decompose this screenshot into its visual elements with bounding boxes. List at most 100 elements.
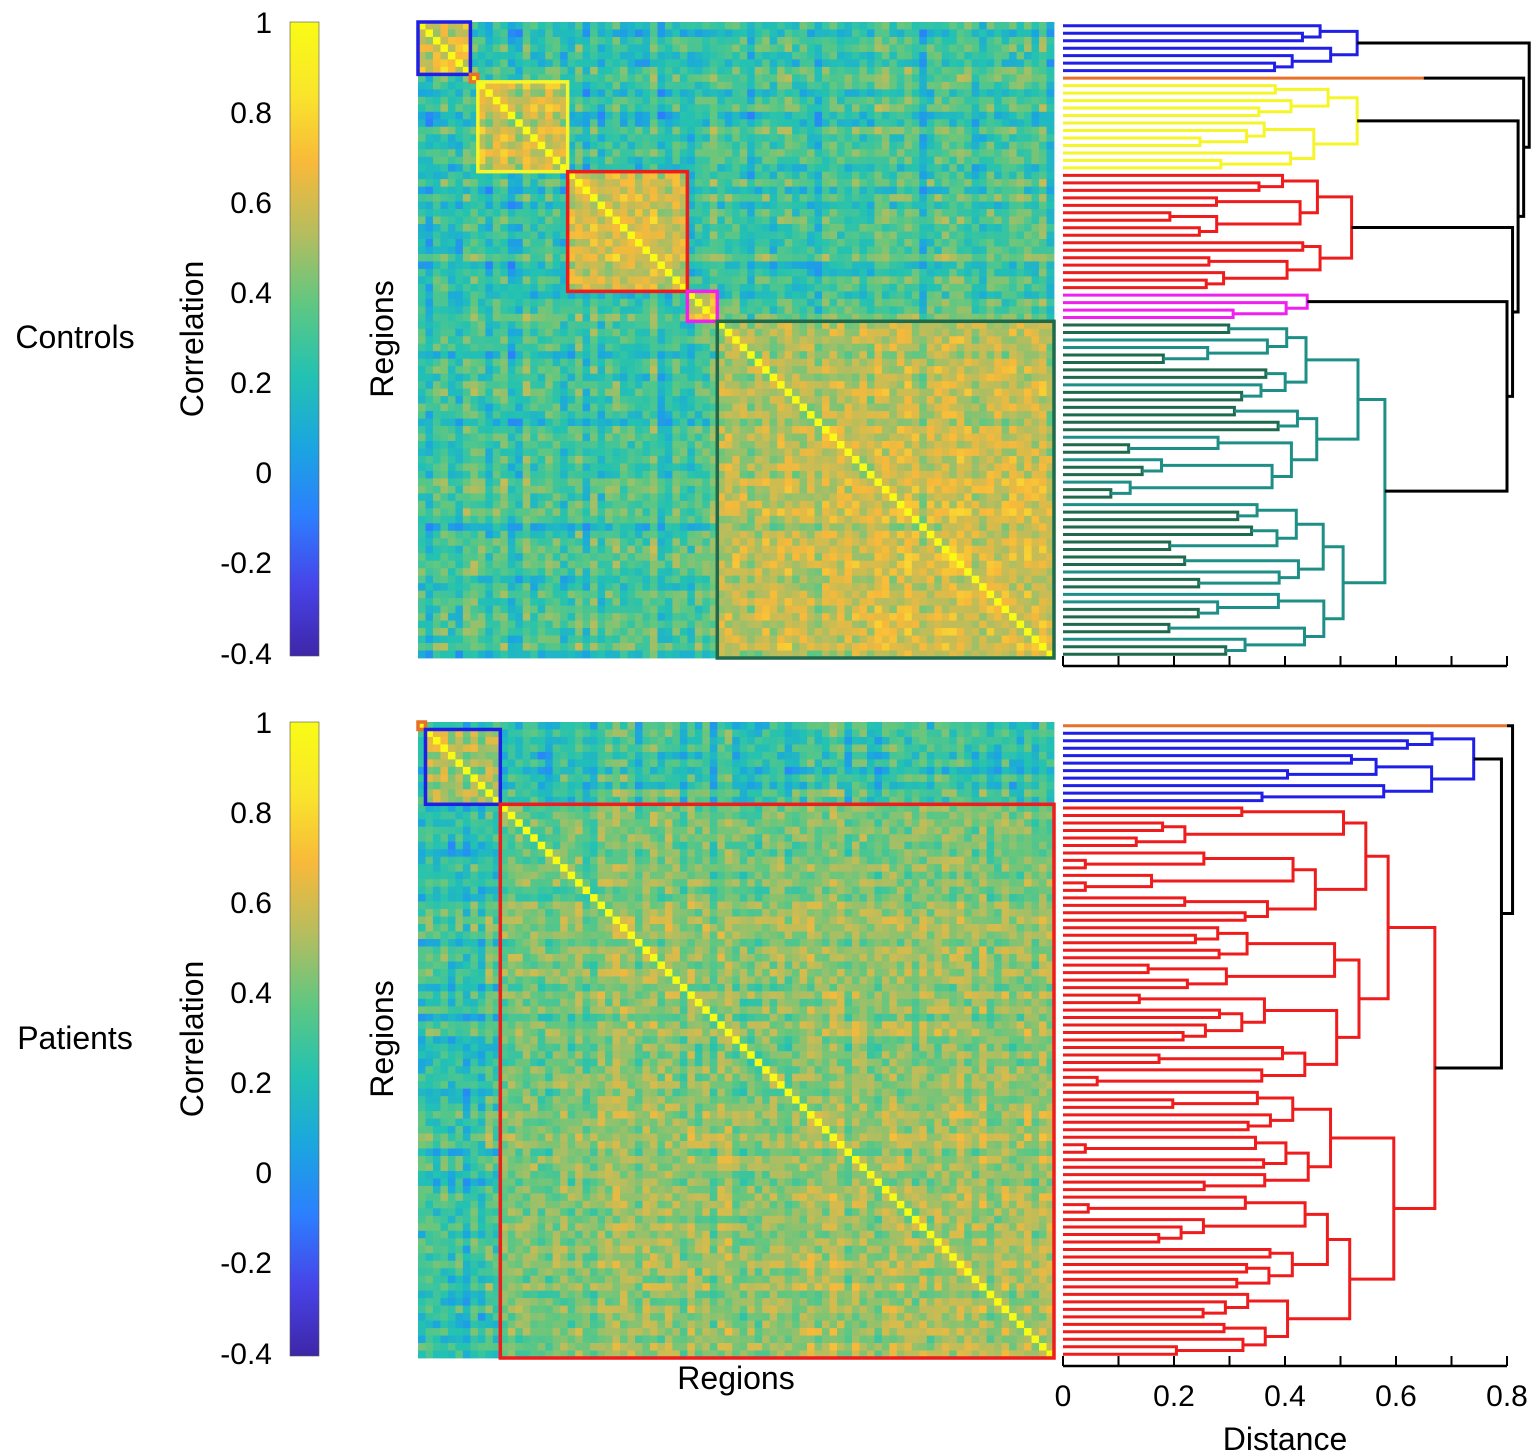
heatmap-cell — [792, 238, 800, 247]
heatmap-cell — [822, 418, 830, 427]
heatmap-cell — [994, 373, 1003, 382]
heatmap-cell — [1016, 209, 1025, 217]
heatmap-cell — [605, 36, 613, 45]
heatmap-cell — [956, 246, 965, 255]
heatmap-cell — [418, 22, 426, 30]
heatmap-cell — [657, 261, 666, 270]
heatmap-cell — [455, 381, 464, 390]
heatmap-cell — [1009, 179, 1017, 188]
heatmap-cell — [1009, 231, 1017, 240]
heatmap-cell — [1016, 89, 1025, 98]
heatmap-cell — [979, 261, 988, 270]
heatmap-cell — [560, 179, 569, 188]
heatmap-cell — [896, 89, 905, 98]
heatmap-cell — [649, 164, 658, 173]
heatmap-cell — [762, 231, 771, 240]
heatmap-cell — [762, 81, 771, 90]
heatmap-cell — [462, 104, 471, 113]
heatmap-cell — [1016, 81, 1025, 90]
heatmap-cell — [941, 426, 950, 434]
heatmap-cell — [679, 336, 688, 345]
heatmap-cell — [799, 381, 808, 390]
heatmap-cell — [747, 381, 756, 390]
heatmap-cell — [664, 59, 673, 68]
heatmap-cell — [582, 44, 591, 53]
heatmap-cell — [911, 231, 920, 240]
heatmap-cell — [447, 89, 456, 98]
heatmap-cell — [582, 134, 591, 143]
heatmap-cell — [874, 433, 883, 442]
heatmap-cell — [762, 381, 771, 390]
heatmap-cell — [455, 231, 464, 240]
heatmap-cell — [492, 111, 501, 120]
heatmap-cell — [567, 433, 576, 442]
heatmap-cell — [537, 388, 546, 397]
heatmap-cell — [814, 388, 823, 397]
heatmap-cell — [874, 66, 883, 75]
heatmap-cell — [1001, 261, 1010, 270]
heatmap-cell — [537, 134, 546, 143]
heatmap-cell — [447, 74, 456, 83]
heatmap-cell — [672, 179, 681, 188]
heatmap-cell — [567, 336, 576, 345]
heatmap-cell — [702, 381, 711, 390]
heatmap-cell — [687, 336, 696, 345]
heatmap-cell — [844, 119, 853, 128]
heatmap-cell — [941, 283, 950, 292]
heatmap-cell — [515, 291, 524, 300]
heatmap-cell — [425, 358, 434, 367]
heatmap-cell — [911, 268, 920, 277]
heatmap-cell — [627, 291, 636, 300]
heatmap-cell — [515, 366, 524, 375]
heatmap-cell — [792, 403, 800, 412]
heatmap-cell — [642, 283, 651, 292]
heatmap-cell — [807, 366, 815, 375]
heatmap-cell — [754, 276, 763, 285]
heatmap-cell — [702, 74, 711, 83]
heatmap-cell — [896, 29, 905, 38]
heatmap-cell — [597, 441, 606, 449]
heatmap-cell — [455, 81, 464, 90]
heatmap-cell — [1031, 343, 1040, 352]
heatmap-cell — [567, 59, 576, 68]
heatmap-cell — [777, 455, 786, 464]
heatmap-cell — [515, 111, 524, 120]
heatmap-cell — [470, 321, 479, 330]
heatmap-cell — [447, 455, 456, 464]
heatmap-cell — [994, 179, 1003, 188]
heatmap-cell — [956, 396, 965, 404]
heatmap-cell — [1031, 351, 1040, 360]
heatmap-cell — [1001, 381, 1010, 390]
heatmap-cell — [702, 268, 711, 277]
heatmap-cell — [1039, 81, 1047, 90]
heatmap-cell — [814, 224, 823, 232]
heatmap-cell — [462, 89, 471, 98]
heatmap-cell — [649, 201, 658, 210]
heatmap-cell — [956, 44, 965, 53]
heatmap-cell — [432, 66, 441, 75]
heatmap-cell — [926, 306, 935, 315]
heatmap-cell — [896, 373, 905, 382]
heatmap-cell — [941, 351, 950, 360]
heatmap-cell — [994, 156, 1003, 165]
heatmap-cell — [956, 194, 965, 202]
heatmap-cell — [515, 418, 524, 427]
heatmap-cell — [814, 253, 823, 262]
heatmap-cell — [949, 74, 958, 83]
heatmap-cell — [881, 238, 890, 247]
heatmap-cell — [455, 336, 464, 345]
heatmap-cell — [844, 231, 853, 240]
heatmap-cell — [807, 134, 815, 143]
heatmap-cell — [971, 321, 980, 330]
heatmap-cell — [837, 216, 845, 225]
heatmap-cell — [896, 358, 905, 367]
heatmap-cell — [919, 141, 928, 150]
heatmap-cell — [447, 253, 456, 262]
heatmap-cell — [1009, 119, 1017, 128]
heatmap-cell — [762, 164, 771, 173]
heatmap-cell — [440, 448, 449, 457]
heatmap-cell — [582, 343, 591, 352]
heatmap-cell — [911, 336, 920, 345]
heatmap-cell — [575, 164, 584, 173]
heatmap-cell — [829, 268, 838, 277]
